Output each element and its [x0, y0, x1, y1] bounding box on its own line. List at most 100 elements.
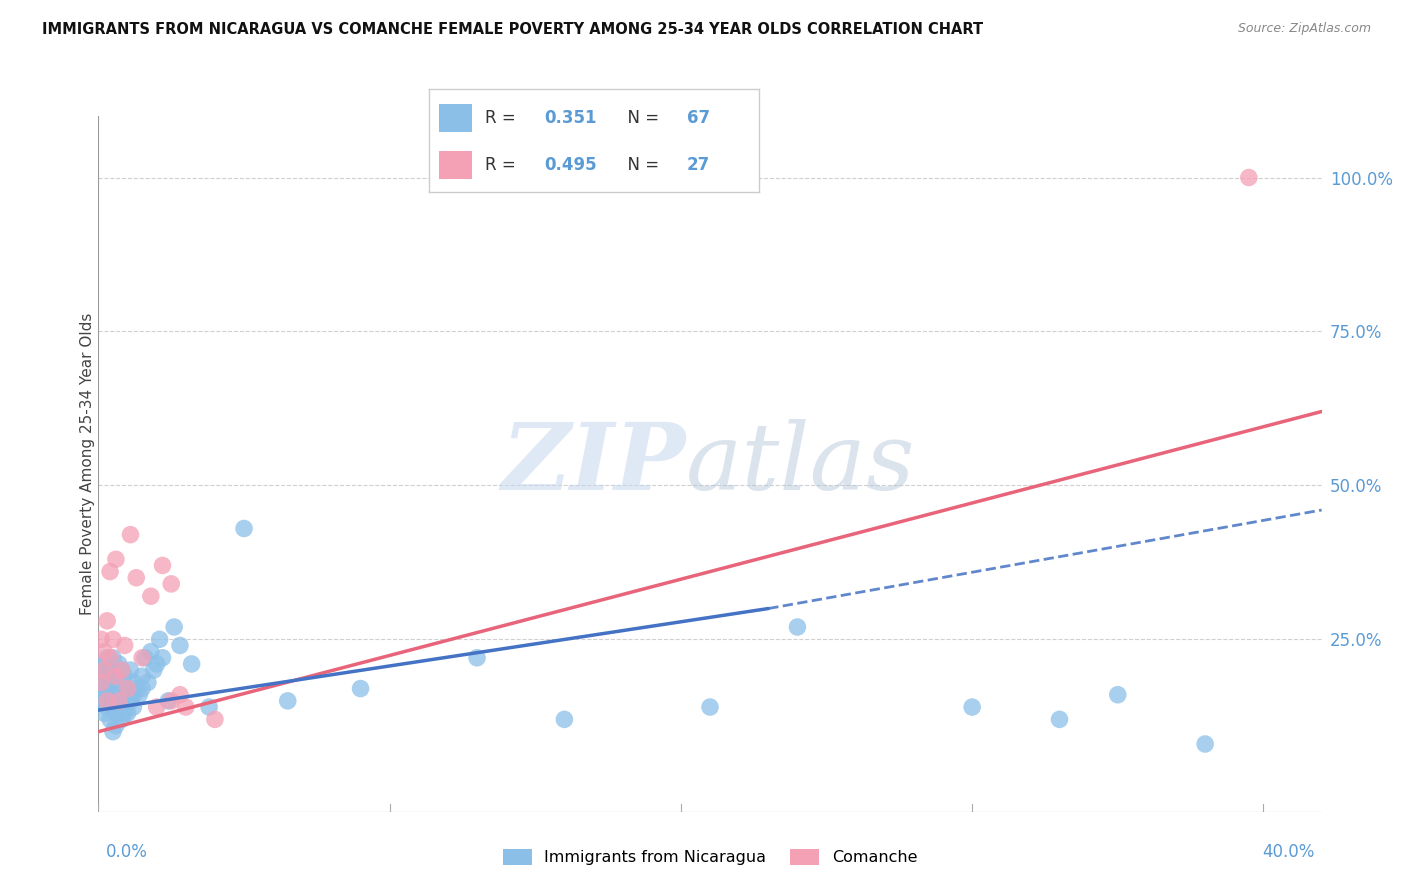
Point: [1194, 737, 1216, 751]
Point: [1049, 712, 1071, 726]
Point: [553, 712, 575, 726]
Point: [122, 700, 145, 714]
Point: [96, 694, 118, 708]
Point: [90, 694, 112, 708]
Point: [122, 688, 145, 702]
Point: [104, 669, 127, 683]
Point: [104, 552, 127, 566]
Point: [98, 663, 121, 677]
Point: [93, 688, 115, 702]
Point: [114, 669, 136, 683]
Point: [108, 657, 131, 671]
Point: [108, 694, 131, 708]
Text: Source: ZipAtlas.com: Source: ZipAtlas.com: [1237, 22, 1371, 36]
Point: [101, 650, 124, 665]
Point: [699, 700, 721, 714]
Point: [93, 663, 115, 677]
Point: [98, 675, 121, 690]
Point: [108, 694, 131, 708]
Point: [90, 681, 112, 696]
Point: [125, 571, 148, 585]
Text: atlas: atlas: [686, 419, 915, 508]
Point: [160, 577, 183, 591]
Point: [114, 688, 136, 702]
Point: [120, 527, 142, 541]
Point: [277, 694, 299, 708]
Point: [93, 657, 115, 671]
Point: [114, 706, 136, 721]
Point: [98, 565, 121, 579]
Point: [960, 700, 983, 714]
Point: [90, 663, 112, 677]
Text: 40.0%: 40.0%: [1263, 843, 1315, 861]
Point: [120, 663, 142, 677]
Point: [108, 675, 131, 690]
Point: [98, 694, 121, 708]
Point: [139, 645, 162, 659]
Point: [160, 694, 183, 708]
Point: [1107, 688, 1129, 702]
Point: [101, 724, 124, 739]
Point: [96, 700, 118, 714]
Point: [117, 706, 139, 721]
Point: [145, 700, 167, 714]
Point: [152, 558, 174, 573]
Point: [117, 694, 139, 708]
Point: [111, 712, 134, 726]
Point: [111, 663, 134, 677]
Point: [157, 694, 180, 708]
Point: [101, 681, 124, 696]
Point: [174, 700, 197, 714]
Text: R =: R =: [485, 156, 522, 174]
Point: [104, 706, 127, 721]
Text: N =: N =: [617, 156, 665, 174]
Point: [163, 620, 186, 634]
Point: [114, 639, 136, 653]
Point: [96, 650, 118, 665]
Point: [101, 700, 124, 714]
Point: [98, 650, 121, 665]
Point: [98, 712, 121, 726]
Text: 67: 67: [686, 109, 710, 127]
Point: [349, 681, 371, 696]
Point: [131, 669, 153, 683]
Point: [134, 650, 156, 665]
Point: [104, 688, 127, 702]
Point: [142, 663, 165, 677]
Point: [104, 718, 127, 732]
Point: [122, 675, 145, 690]
Y-axis label: Female Poverty Among 25-34 Year Olds: Female Poverty Among 25-34 Year Olds: [80, 313, 94, 615]
Point: [96, 614, 118, 628]
Point: [169, 639, 191, 653]
Bar: [439, 103, 472, 132]
Point: [131, 650, 153, 665]
Point: [93, 706, 115, 721]
Point: [93, 645, 115, 659]
Point: [465, 650, 488, 665]
Point: [117, 681, 139, 696]
Point: [101, 632, 124, 647]
Point: [786, 620, 808, 634]
Point: [136, 675, 159, 690]
Text: 0.0%: 0.0%: [105, 843, 148, 861]
Point: [96, 669, 118, 683]
Bar: [439, 151, 472, 179]
Point: [90, 632, 112, 647]
Point: [90, 675, 112, 690]
Legend: Immigrants from Nicaragua, Comanche: Immigrants from Nicaragua, Comanche: [495, 841, 925, 873]
Point: [1237, 170, 1260, 185]
Point: [169, 688, 191, 702]
Point: [104, 669, 127, 683]
Point: [117, 681, 139, 696]
Point: [145, 657, 167, 671]
Point: [131, 681, 153, 696]
Text: 0.351: 0.351: [544, 109, 598, 127]
Point: [111, 700, 134, 714]
Point: [139, 589, 162, 603]
Text: N =: N =: [617, 109, 665, 127]
Text: 0.495: 0.495: [544, 156, 598, 174]
Point: [152, 650, 174, 665]
Point: [96, 681, 118, 696]
Text: 27: 27: [686, 156, 710, 174]
Point: [198, 700, 221, 714]
